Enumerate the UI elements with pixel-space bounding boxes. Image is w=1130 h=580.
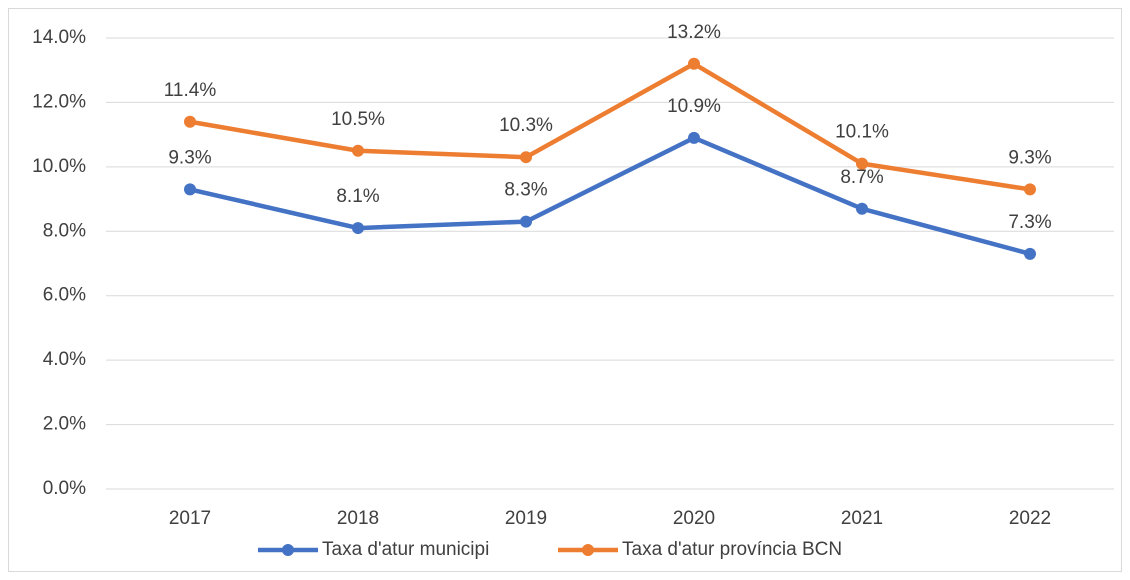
legend-label: Taxa d'atur municipi: [322, 539, 489, 560]
legend-label: Taxa d'atur província BCN: [622, 539, 842, 560]
data-label: 10.1%: [835, 122, 889, 143]
x-tick-label: 2018: [337, 508, 379, 529]
point: [352, 144, 364, 157]
y-tick-label: 6.0%: [43, 285, 86, 306]
data-label: 7.3%: [1008, 212, 1051, 233]
point: [688, 131, 700, 144]
y-tick-label: 4.0%: [43, 349, 86, 370]
legend-marker: [282, 544, 294, 556]
y-tick-label: 2.0%: [43, 414, 86, 435]
point: [688, 57, 700, 70]
chart-border: [8, 8, 1122, 572]
x-tick-label: 2019: [505, 508, 547, 529]
x-tick-label: 2021: [841, 508, 883, 529]
data-label: 8.3%: [504, 180, 547, 201]
y-tick-label: 8.0%: [43, 220, 86, 241]
data-label: 13.2%: [667, 22, 721, 43]
y-tick-label: 0.0%: [43, 478, 86, 499]
data-label: 10.3%: [499, 115, 553, 136]
data-label: 9.3%: [168, 147, 211, 168]
point: [856, 157, 868, 170]
series-line: [189, 135, 1031, 257]
point: [184, 183, 196, 196]
series-line: [189, 61, 1031, 192]
x-tick-label: 2017: [169, 508, 211, 529]
point: [520, 215, 532, 228]
point: [520, 151, 532, 164]
data-label: 10.5%: [331, 109, 385, 130]
data-label: 9.3%: [1008, 147, 1051, 168]
y-tick-label: 10.0%: [32, 156, 86, 177]
legend-marker: [582, 544, 594, 556]
data-label: 11.4%: [164, 80, 217, 101]
point: [1024, 183, 1036, 196]
point: [184, 115, 196, 128]
x-tick-label: 2020: [673, 508, 715, 529]
point: [1024, 247, 1036, 260]
data-label: 8.1%: [336, 186, 379, 207]
y-tick-label: 14.0%: [32, 27, 86, 48]
point: [352, 222, 364, 235]
x-tick-label: 2022: [1009, 508, 1051, 529]
y-tick-label: 12.0%: [32, 91, 86, 112]
data-label: 10.9%: [667, 96, 721, 117]
point: [856, 202, 868, 215]
data-label: 8.7%: [840, 167, 883, 188]
